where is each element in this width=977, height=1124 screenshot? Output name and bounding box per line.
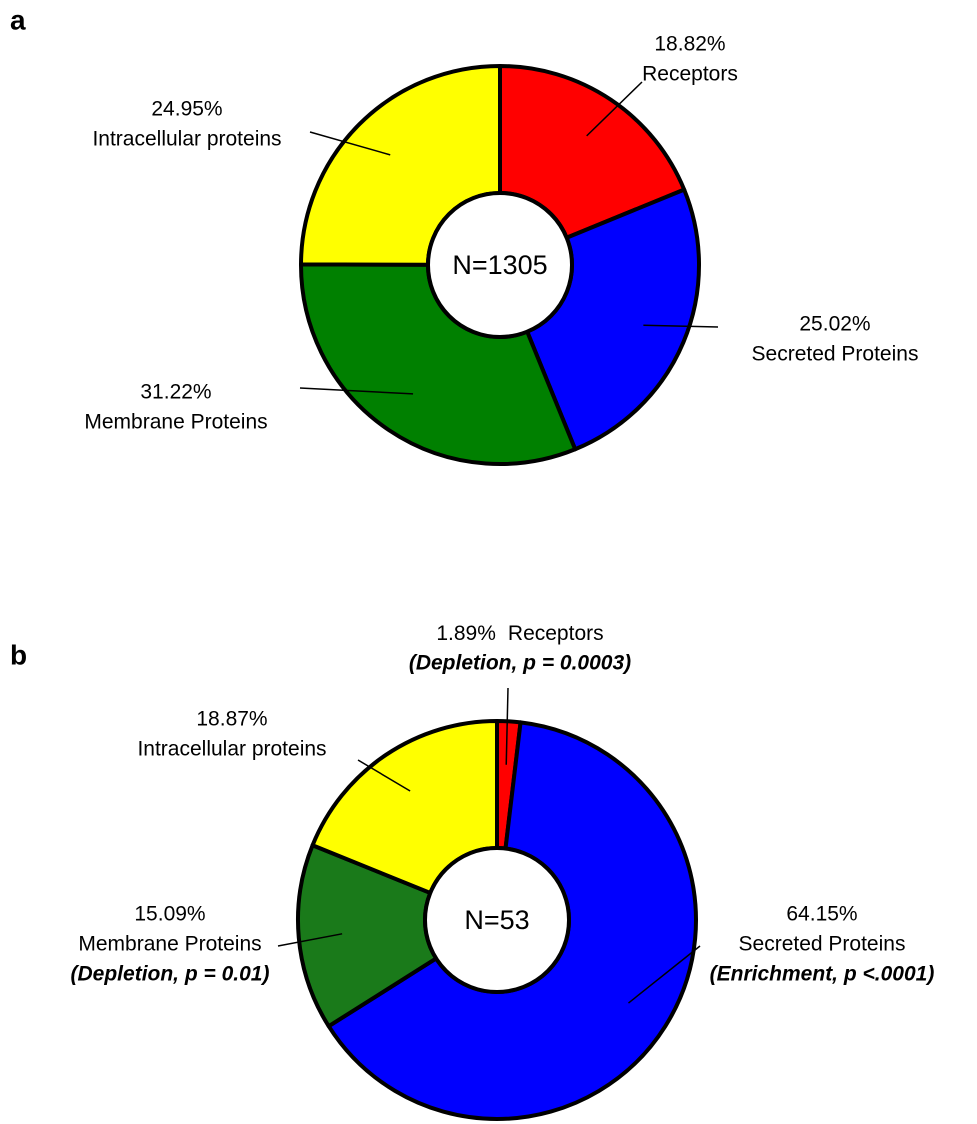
- leader-line: [277, 933, 343, 947]
- value-label: 24.95%: [151, 98, 222, 121]
- panel-label: a: [10, 4, 26, 35]
- donut: [296, 719, 698, 1121]
- leader-line: [309, 131, 391, 156]
- annotation: (Depletion, p = 0.01): [71, 963, 270, 986]
- leader-line: [643, 324, 719, 328]
- panel-label: b: [10, 639, 27, 670]
- value-label: 18.82%: [654, 33, 725, 56]
- donut-hole: [423, 846, 571, 994]
- annotation: (Depletion, p = 0.0003): [409, 652, 631, 675]
- value-label: 18.87%: [196, 708, 267, 731]
- donut-hole: [426, 191, 574, 339]
- value-label: 1.89%: [436, 622, 496, 645]
- value-label: 25.02%: [799, 313, 870, 336]
- category-label: Intracellular proteins: [92, 128, 281, 151]
- leader-line: [299, 387, 414, 395]
- category-label: Membrane Proteins: [78, 933, 261, 956]
- category-label: Secreted Proteins: [739, 933, 906, 956]
- value-label: 64.15%: [786, 903, 857, 926]
- category-label: Membrane Proteins: [84, 411, 267, 434]
- category-label: Receptors: [508, 622, 604, 645]
- category-label: Receptors: [642, 63, 738, 86]
- category-label: Intracellular proteins: [137, 738, 326, 761]
- slice-label: 1.89% Receptors: [436, 622, 603, 645]
- center-label: N=53: [464, 905, 529, 935]
- center-label: N=1305: [452, 250, 547, 280]
- category-label: Secreted Proteins: [752, 343, 919, 366]
- leader-line: [586, 81, 643, 137]
- annotation: (Enrichment, p <.0001): [710, 963, 935, 986]
- leader-line: [357, 759, 411, 792]
- value-label: 15.09%: [134, 903, 205, 926]
- leader-line: [628, 945, 701, 1004]
- leader-line: [505, 687, 509, 765]
- value-label: 31.22%: [140, 381, 211, 404]
- donut: [299, 64, 701, 466]
